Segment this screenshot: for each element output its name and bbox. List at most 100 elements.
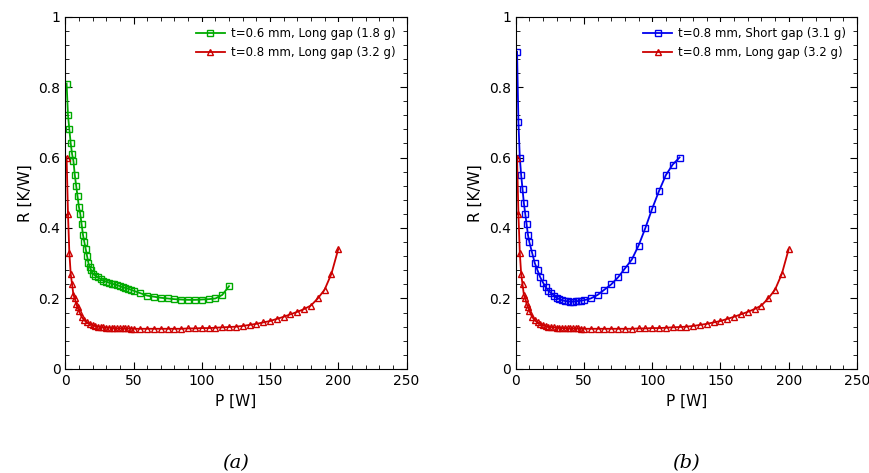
- t=0.8 mm, Long gap (3.2 g): [101, 325, 111, 331]
- t=0.6 mm, Long gap (1.8 g): [196, 297, 207, 302]
- Y-axis label: R [K/W]: R [K/W]: [17, 164, 33, 222]
- t=0.8 mm, Long gap (3.2 g): [540, 323, 550, 329]
- t=0.8 mm, Short gap (3.1 g): [633, 243, 643, 248]
- Legend: t=0.6 mm, Long gap (1.8 g), t=0.8 mm, Long gap (3.2 g): t=0.6 mm, Long gap (1.8 g), t=0.8 mm, Lo…: [191, 22, 400, 64]
- t=0.6 mm, Long gap (1.8 g): [101, 279, 111, 284]
- t=0.8 mm, Long gap (3.2 g): [103, 325, 114, 331]
- t=0.6 mm, Long gap (1.8 g): [72, 193, 83, 199]
- t=0.8 mm, Short gap (3.1 g): [570, 298, 580, 304]
- t=0.6 mm, Long gap (1.8 g): [98, 278, 109, 284]
- t=0.8 mm, Short gap (3.1 g): [517, 186, 527, 192]
- t=0.8 mm, Long gap (3.2 g): [125, 326, 136, 332]
- t=0.6 mm, Long gap (1.8 g): [70, 172, 80, 178]
- t=0.8 mm, Long gap (3.2 g): [76, 314, 87, 320]
- X-axis label: P [W]: P [W]: [665, 394, 706, 408]
- t=0.8 mm, Short gap (3.1 g): [534, 274, 545, 280]
- Y-axis label: R [K/W]: R [K/W]: [468, 164, 482, 222]
- t=0.6 mm, Long gap (1.8 g): [79, 239, 90, 245]
- t=0.8 mm, Short gap (3.1 g): [556, 298, 567, 303]
- t=0.6 mm, Long gap (1.8 g): [64, 126, 75, 132]
- Line: t=0.8 mm, Short gap (3.1 g): t=0.8 mm, Short gap (3.1 g): [514, 49, 682, 305]
- t=0.8 mm, Short gap (3.1 g): [626, 257, 636, 263]
- t=0.6 mm, Long gap (1.8 g): [67, 151, 77, 157]
- t=0.6 mm, Long gap (1.8 g): [74, 204, 84, 210]
- Line: t=0.8 mm, Long gap (3.2 g): t=0.8 mm, Long gap (3.2 g): [63, 154, 342, 332]
- t=0.8 mm, Short gap (3.1 g): [565, 299, 575, 305]
- t=0.8 mm, Long gap (3.2 g): [189, 325, 200, 331]
- Line: t=0.6 mm, Long gap (1.8 g): t=0.6 mm, Long gap (1.8 g): [63, 80, 232, 303]
- t=0.6 mm, Long gap (1.8 g): [71, 183, 82, 189]
- t=0.6 mm, Long gap (1.8 g): [82, 254, 92, 259]
- t=0.6 mm, Long gap (1.8 g): [112, 282, 123, 288]
- t=0.6 mm, Long gap (1.8 g): [223, 283, 234, 289]
- t=0.8 mm, Short gap (3.1 g): [673, 155, 684, 160]
- t=0.8 mm, Short gap (3.1 g): [561, 298, 572, 304]
- t=0.8 mm, Short gap (3.1 g): [554, 296, 564, 302]
- t=0.8 mm, Short gap (3.1 g): [660, 172, 670, 178]
- t=0.6 mm, Long gap (1.8 g): [210, 296, 221, 301]
- t=0.8 mm, Long gap (3.2 g): [90, 323, 101, 329]
- Legend: t=0.8 mm, Short gap (3.1 g), t=0.8 mm, Long gap (3.2 g): t=0.8 mm, Short gap (3.1 g), t=0.8 mm, L…: [638, 22, 850, 64]
- t=0.8 mm, Long gap (3.2 g): [575, 326, 586, 332]
- t=0.6 mm, Long gap (1.8 g): [75, 211, 85, 217]
- t=0.6 mm, Long gap (1.8 g): [135, 290, 145, 296]
- t=0.8 mm, Short gap (3.1 g): [599, 287, 609, 292]
- t=0.8 mm, Short gap (3.1 g): [529, 260, 540, 266]
- t=0.6 mm, Long gap (1.8 g): [123, 286, 133, 291]
- X-axis label: P [W]: P [W]: [215, 394, 256, 408]
- t=0.6 mm, Long gap (1.8 g): [149, 294, 159, 299]
- t=0.8 mm, Long gap (3.2 g): [333, 246, 343, 252]
- t=0.6 mm, Long gap (1.8 g): [93, 274, 103, 280]
- t=0.8 mm, Long gap (3.2 g): [62, 155, 72, 160]
- t=0.8 mm, Short gap (3.1 g): [520, 211, 530, 217]
- t=0.6 mm, Long gap (1.8 g): [189, 297, 200, 303]
- t=0.8 mm, Short gap (3.1 g): [606, 281, 616, 287]
- t=0.8 mm, Short gap (3.1 g): [546, 290, 556, 296]
- t=0.8 mm, Short gap (3.1 g): [647, 206, 657, 211]
- t=0.6 mm, Long gap (1.8 g): [77, 232, 88, 238]
- t=0.8 mm, Short gap (3.1 g): [518, 201, 528, 206]
- t=0.6 mm, Long gap (1.8 g): [176, 297, 186, 302]
- t=0.8 mm, Short gap (3.1 g): [514, 155, 524, 160]
- t=0.8 mm, Short gap (3.1 g): [551, 295, 561, 301]
- t=0.8 mm, Short gap (3.1 g): [513, 120, 523, 125]
- t=0.6 mm, Long gap (1.8 g): [156, 295, 166, 301]
- t=0.8 mm, Short gap (3.1 g): [573, 298, 583, 304]
- t=0.8 mm, Short gap (3.1 g): [511, 49, 521, 55]
- t=0.8 mm, Short gap (3.1 g): [592, 292, 602, 298]
- t=0.6 mm, Long gap (1.8 g): [84, 264, 95, 270]
- t=0.6 mm, Long gap (1.8 g): [120, 285, 130, 291]
- t=0.6 mm, Long gap (1.8 g): [115, 283, 125, 289]
- t=0.8 mm, Short gap (3.1 g): [540, 284, 550, 290]
- t=0.6 mm, Long gap (1.8 g): [106, 281, 116, 287]
- t=0.8 mm, Long gap (3.2 g): [527, 314, 537, 320]
- t=0.6 mm, Long gap (1.8 g): [86, 267, 96, 273]
- t=0.6 mm, Long gap (1.8 g): [109, 281, 119, 287]
- t=0.8 mm, Short gap (3.1 g): [667, 162, 677, 167]
- t=0.8 mm, Short gap (3.1 g): [559, 298, 569, 304]
- t=0.8 mm, Short gap (3.1 g): [640, 225, 650, 231]
- t=0.8 mm, Short gap (3.1 g): [542, 288, 553, 294]
- t=0.6 mm, Long gap (1.8 g): [65, 140, 76, 146]
- t=0.8 mm, Long gap (3.2 g): [511, 155, 521, 160]
- t=0.6 mm, Long gap (1.8 g): [142, 293, 152, 298]
- t=0.6 mm, Long gap (1.8 g): [81, 246, 91, 252]
- t=0.6 mm, Long gap (1.8 g): [117, 284, 128, 290]
- t=0.6 mm, Long gap (1.8 g): [163, 296, 173, 301]
- t=0.8 mm, Short gap (3.1 g): [527, 250, 537, 255]
- t=0.6 mm, Long gap (1.8 g): [83, 260, 94, 266]
- t=0.8 mm, Short gap (3.1 g): [619, 266, 629, 272]
- Text: (a): (a): [222, 454, 249, 472]
- t=0.6 mm, Long gap (1.8 g): [203, 296, 214, 302]
- t=0.6 mm, Long gap (1.8 g): [62, 81, 72, 87]
- t=0.6 mm, Long gap (1.8 g): [90, 273, 101, 279]
- t=0.6 mm, Long gap (1.8 g): [182, 297, 193, 303]
- t=0.8 mm, Short gap (3.1 g): [548, 293, 559, 298]
- t=0.8 mm, Short gap (3.1 g): [521, 222, 531, 228]
- t=0.8 mm, Short gap (3.1 g): [522, 232, 533, 238]
- Line: t=0.8 mm, Long gap (3.2 g): t=0.8 mm, Long gap (3.2 g): [513, 154, 792, 332]
- t=0.8 mm, Short gap (3.1 g): [532, 267, 542, 273]
- t=0.6 mm, Long gap (1.8 g): [103, 280, 114, 285]
- t=0.6 mm, Long gap (1.8 g): [125, 287, 136, 292]
- t=0.8 mm, Long gap (3.2 g): [96, 324, 106, 330]
